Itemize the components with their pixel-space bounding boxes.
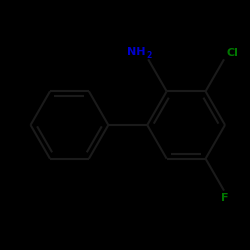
Text: NH: NH	[128, 47, 146, 57]
Text: 2: 2	[147, 51, 152, 60]
Text: F: F	[221, 194, 228, 203]
Text: Cl: Cl	[226, 48, 238, 58]
